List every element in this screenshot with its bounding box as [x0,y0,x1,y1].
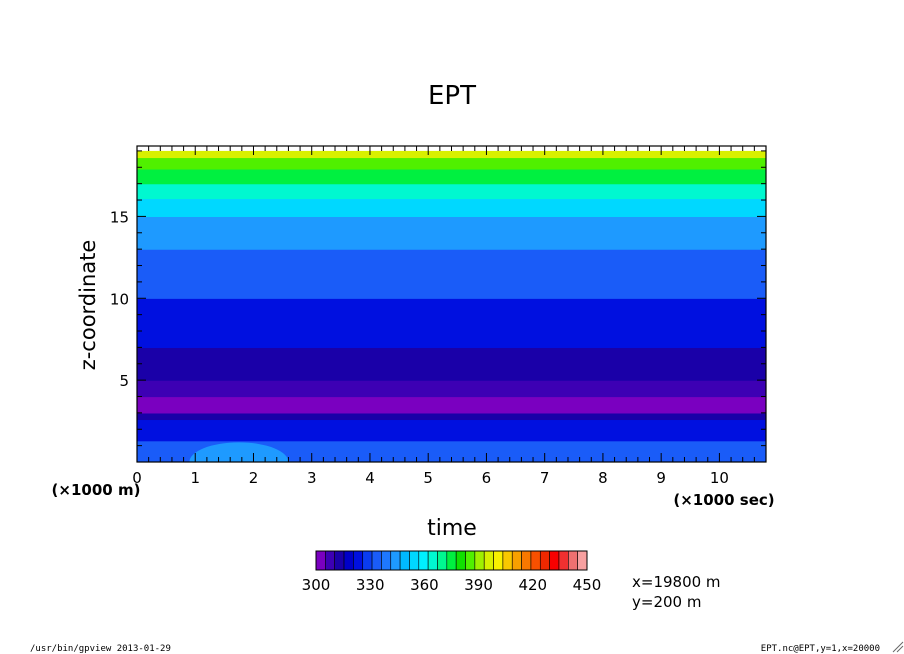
colorbar-swatch [455,550,466,571]
resize-grip-icon [892,641,904,653]
colorbar-swatch [474,550,485,571]
contour-band [137,419,766,430]
x-tick-label: 10 [710,469,729,487]
colorbar-swatch [315,550,326,571]
contour-band [137,162,766,170]
contour-band [137,177,766,185]
colorbar-tick-label: 330 [356,576,385,594]
colorbar-tick-label: 360 [410,576,439,594]
contour-band [137,396,766,414]
contour-band [137,183,766,191]
x-tick-label: 1 [190,469,200,487]
contour-band [137,157,766,163]
colorbar-swatch [521,550,532,571]
contour-band [137,208,766,218]
colorbar-swatch [381,550,392,571]
colorbar-swatch [465,550,476,571]
colorbar-swatch [511,550,522,571]
colorbar-tick-label: 450 [573,576,602,594]
colorbar-swatch [558,550,569,571]
colorbar-swatch [362,550,373,571]
contour-band [137,298,766,332]
x-tick-label: 3 [307,469,317,487]
colorbar-swatch [577,550,588,571]
contour-band [137,190,766,199]
colorbar-swatch [568,550,578,571]
x-tick-label: 9 [656,469,666,487]
axes: 0 1 2 3 4 5 6 7 8 9 10 5 10 15 [110,145,767,487]
y-tick-label: 15 [110,208,129,226]
x-tick-label: 2 [249,469,259,487]
colorbar: 300 330 360 390 420 450 [302,550,602,594]
colorbar-frame [315,550,588,571]
contour-band [137,448,766,462]
colorbar-swatch [539,550,550,571]
contour-band [137,168,766,178]
contour-band [137,216,766,231]
y-tick-label: 5 [119,372,129,390]
contour-band [137,429,766,442]
x-tick-label: 8 [598,469,608,487]
contour-band [137,229,766,250]
x-tick-label: 4 [365,469,375,487]
x-tick-label: 7 [540,469,550,487]
colorbar-tick-label: 300 [302,576,331,594]
x-tick-label: 0 [132,469,142,487]
colorbar-swatch [446,550,457,571]
y-axis-label: z-coordinate [76,240,100,371]
colorbar-swatch [427,550,438,571]
contour-band [137,331,766,348]
y-unit-label: (×1000 m) [52,481,141,499]
contour-band [137,152,766,159]
x-tick-label: 5 [423,469,433,487]
contour-band [137,412,766,421]
contour-band [137,198,766,209]
colorbar-swatch [399,550,410,571]
x-tick-label: 6 [482,469,492,487]
colorbar-swatch [390,550,401,571]
colorbar-swatch [483,550,494,571]
colorbar-swatch [418,550,429,571]
contour-band [137,249,766,270]
colorbar-swatch [325,550,335,571]
colorbar-swatch [437,550,448,571]
contour-band [137,268,766,299]
footer-left: /usr/bin/gpview 2013-01-29 [30,644,171,654]
colorbar-tick-label: 420 [518,576,547,594]
colorbar-tick-label: 390 [464,576,493,594]
colorbar-swatch [530,550,541,571]
colorbar-swatch [549,550,560,571]
plot-area [137,146,766,462]
footer-right: EPT.nc@EPT,y=1,x=20000 [761,644,880,654]
colorbar-swatch [409,550,420,571]
x-unit-label: (×1000 sec) [673,491,774,509]
colorbar-swatch [493,550,504,571]
contour-band [137,440,766,450]
contour-feature [189,442,289,462]
x-axis-label: time [427,516,477,541]
y-tick-label: 10 [110,290,129,308]
colorbar-swatch [502,550,513,571]
slice-info-x: x=19800 m [632,573,721,591]
colorbar-swatch [371,550,382,571]
contour-band [137,363,766,381]
colorbar-swatch [334,550,345,571]
chart-title: EPT [428,81,476,111]
colorbar-swatch [353,550,364,571]
contour-band [137,380,766,398]
contour-band [137,347,766,365]
colorbar-swatch [343,550,354,571]
contour-band [137,150,766,154]
slice-info-y: y=200 m [632,593,701,611]
